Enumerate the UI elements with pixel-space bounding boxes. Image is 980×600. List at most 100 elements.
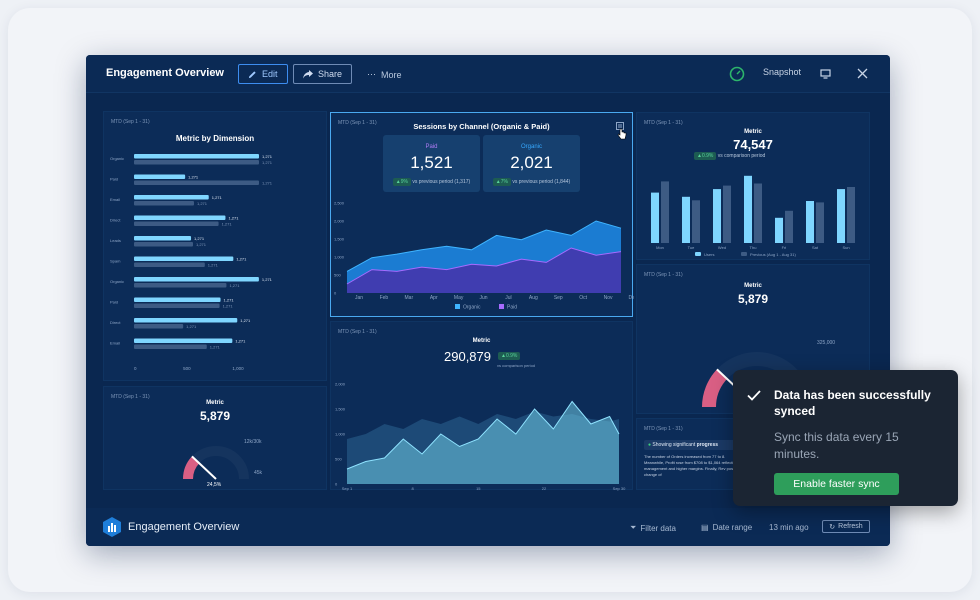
refresh-label: Refresh — [838, 523, 863, 530]
y-tick-label: 1,500 — [334, 237, 345, 242]
bar-previous — [134, 180, 259, 185]
bar-category-label: Spam — [110, 259, 121, 264]
bar-value-label: 1,271 — [262, 154, 273, 159]
dashboard-window: Engagement Overview Edit Share ⋯ More Sn… — [86, 55, 890, 546]
y-tick-label: 1,000 — [334, 255, 345, 260]
bar-previous — [134, 262, 205, 267]
x-tick-label: Dec — [629, 295, 634, 301]
dashboard-title: Engagement Overview — [106, 67, 224, 79]
bar-category-label: Direct — [110, 218, 121, 223]
panel-title: Sessions by Channel (Organic & Paid) — [413, 122, 550, 131]
x-tick-label: 1,000 — [232, 366, 244, 371]
x-tick-label: Sun — [842, 245, 849, 250]
bar-current — [134, 236, 192, 241]
panel-tag: MTD (Sep 1 - 31) — [338, 120, 377, 126]
bar-current — [134, 256, 234, 261]
panel-title: Metric — [472, 338, 491, 344]
panel-title: Metric — [744, 129, 762, 135]
bar-category-label: Organic — [110, 279, 124, 284]
kpi-label: Organic — [520, 144, 542, 150]
hand-cursor-icon — [617, 128, 627, 140]
bar-current — [134, 338, 233, 343]
metric-change: ▲0.9% — [498, 352, 521, 360]
y-tick-label: 0 — [334, 291, 337, 296]
bar-value-label: 1,271 — [235, 339, 246, 344]
x-tick-label: Fri — [782, 245, 787, 250]
legend-swatch-previous — [741, 252, 747, 256]
date-range-button[interactable]: ▤ Date range — [701, 523, 752, 532]
x-tick-label: Sep 30 — [613, 486, 626, 491]
bar-previous — [785, 210, 793, 243]
x-tick-label: Mon — [656, 245, 664, 250]
filter-label: Filter data — [640, 523, 676, 533]
speedometer-icon[interactable] — [729, 66, 745, 82]
bar-value-label: 1,271 — [223, 304, 234, 309]
bar-value-label: 1,271 — [222, 222, 233, 227]
share-icon — [303, 69, 313, 78]
kpi-label: Paid — [425, 144, 438, 150]
enable-faster-sync-button[interactable]: Enable faster sync — [774, 473, 899, 495]
panel-tag: MTD (Sep 1 - 31) — [644, 426, 683, 432]
close-icon[interactable] — [857, 68, 868, 79]
gauge-chart — [183, 446, 249, 480]
bar-value-label: 1,271 — [188, 175, 199, 180]
gauge-value: 5,879 — [199, 409, 231, 423]
kpi-value: 2,021 — [510, 153, 553, 172]
bar-previous — [134, 221, 219, 226]
gauge-max-label: 12k/30k — [244, 439, 262, 445]
gauge-pct-label: 24,5% — [207, 482, 222, 488]
legend-swatch-users — [695, 252, 701, 256]
bar-previous — [134, 201, 194, 206]
bar-previous — [134, 324, 184, 329]
gauge-value: 5,879 — [737, 292, 769, 306]
bar-previous — [723, 185, 731, 243]
bar-value-label: 1,271 — [240, 318, 251, 323]
bar-value-label: 1,271 — [229, 283, 240, 288]
bottom-bar: Engagement Overview ⏷ Filter data ▤ Date… — [86, 508, 890, 546]
gauge-fill — [702, 369, 728, 408]
y-tick-label: 0 — [335, 482, 338, 487]
edit-button[interactable]: Edit — [238, 64, 288, 84]
bar-value-label: 1,271 — [196, 242, 207, 247]
insight-headline-text: Showing significant — [652, 442, 696, 448]
kpi-change: ▲9% — [392, 178, 411, 186]
metric-value: 290,879 — [444, 349, 491, 364]
bar-previous — [661, 181, 669, 243]
y-tick-label: 2,000 — [335, 382, 346, 387]
bar-current — [134, 215, 226, 220]
bar-users — [682, 196, 690, 243]
sessions-panel[interactable]: MTD (Sep 1 - 31) Sessions by Channel (Or… — [330, 112, 634, 317]
metric-compare: vs comparison period — [497, 363, 536, 368]
bar-value-label: 1,271 — [212, 195, 223, 200]
share-button[interactable]: Share — [293, 64, 352, 84]
bar-category-label: Direct — [110, 320, 121, 325]
bar-current — [134, 195, 209, 200]
legend-swatch-organic — [455, 304, 460, 309]
kpi-change: ▲7% — [492, 178, 511, 186]
bar-value-label: 1,271 — [236, 257, 247, 262]
refresh-button[interactable]: ↻ Refresh — [822, 520, 870, 533]
bar-category-label: Paid — [110, 177, 118, 182]
x-tick-label: Jul — [505, 295, 511, 301]
y-tick-label: 2,000 — [334, 219, 345, 224]
toast-title: Data has been successfully synced — [774, 388, 931, 418]
legend-label-users: Users — [704, 252, 714, 257]
snapshot-button[interactable]: Snapshot — [763, 67, 802, 77]
bar-current — [134, 318, 238, 323]
pencil-icon — [248, 70, 256, 78]
x-tick-label: Thu — [750, 245, 757, 250]
x-tick-label: Jun — [480, 295, 488, 301]
filter-data-button[interactable]: ⏷ Filter data — [630, 523, 676, 533]
metric-area-panel: MTD (Sep 1 - 31) Metric 290,879 ▲0.9% vs… — [330, 321, 633, 491]
kpi-value: 1,521 — [410, 153, 453, 172]
more-button[interactable]: ⋯ More — [367, 69, 402, 80]
legend-label-organic: Organic — [463, 305, 481, 311]
x-tick-label: 500 — [183, 366, 191, 371]
monitor-icon[interactable] — [820, 69, 831, 79]
filter-icon: ⏷ — [630, 523, 637, 532]
bar-previous — [134, 283, 227, 288]
bar-category-label: Organic — [110, 156, 124, 161]
gauge-fill — [183, 456, 200, 480]
bar-current — [134, 297, 221, 302]
